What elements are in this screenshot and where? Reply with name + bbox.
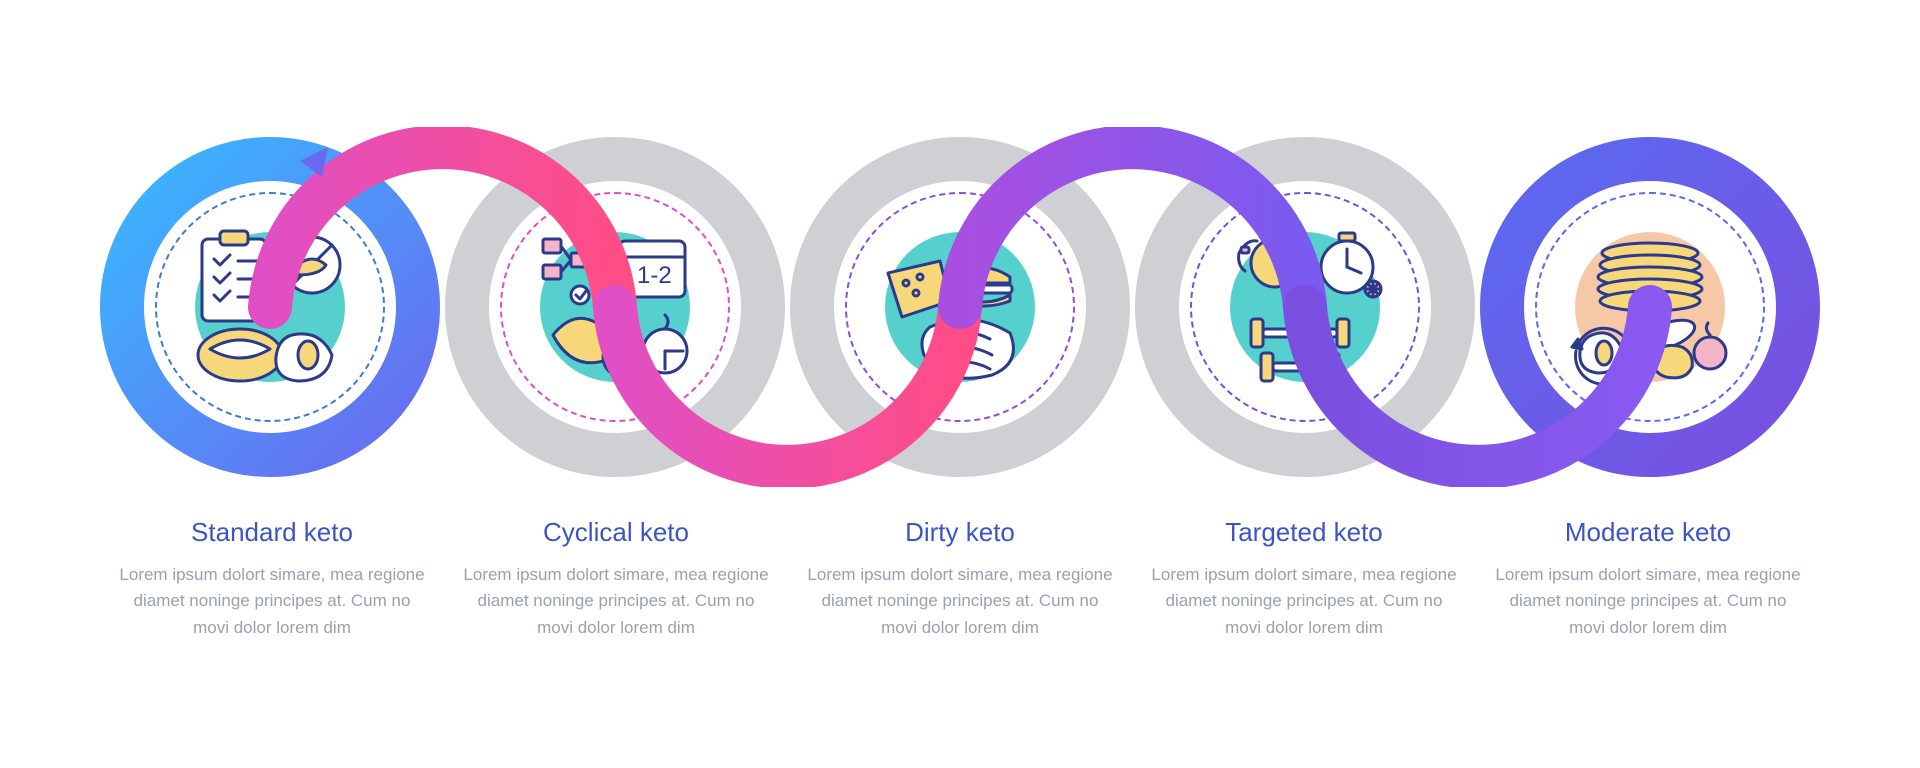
col-standard: Standard keto Lorem ipsum dolort simare,…	[100, 517, 444, 641]
pancakes-veg-icon	[1560, 217, 1740, 397]
title-standard: Standard keto	[118, 517, 426, 548]
burger-cheese-icon	[870, 217, 1050, 397]
inner-circle: 1-2	[500, 192, 730, 422]
ring-standard	[100, 137, 440, 477]
ring-dirty	[790, 137, 1130, 477]
clipboard-avocado-icon	[180, 217, 360, 397]
ring-cyclical: 1-2	[445, 137, 785, 477]
calendar-fruit-icon: 1-2	[525, 217, 705, 397]
body-cyclical: Lorem ipsum dolort simare, mea regione d…	[462, 562, 770, 641]
inner-circle	[1535, 192, 1765, 422]
body-moderate: Lorem ipsum dolort simare, mea regione d…	[1494, 562, 1802, 641]
inner-circle	[845, 192, 1075, 422]
labels-row: Standard keto Lorem ipsum dolort simare,…	[100, 517, 1820, 641]
col-moderate: Moderate keto Lorem ipsum dolort simare,…	[1476, 517, 1820, 641]
title-moderate: Moderate keto	[1494, 517, 1802, 548]
ring-moderate	[1480, 137, 1820, 477]
dumbbell-stopwatch-icon	[1215, 217, 1395, 397]
svg-text:1-2: 1-2	[637, 262, 672, 289]
col-targeted: Targeted keto Lorem ipsum dolort simare,…	[1132, 517, 1476, 641]
title-cyclical: Cyclical keto	[462, 517, 770, 548]
col-cyclical: Cyclical keto Lorem ipsum dolort simare,…	[444, 517, 788, 641]
body-targeted: Lorem ipsum dolort simare, mea regione d…	[1150, 562, 1458, 641]
body-standard: Lorem ipsum dolort simare, mea regione d…	[118, 562, 426, 641]
rings-row: 1-2	[100, 127, 1820, 487]
inner-circle	[155, 192, 385, 422]
body-dirty: Lorem ipsum dolort simare, mea regione d…	[806, 562, 1114, 641]
inner-circle	[1190, 192, 1420, 422]
col-dirty: Dirty keto Lorem ipsum dolort simare, me…	[788, 517, 1132, 641]
title-targeted: Targeted keto	[1150, 517, 1458, 548]
title-dirty: Dirty keto	[806, 517, 1114, 548]
infographic-wrap: 1-2	[100, 127, 1820, 641]
ring-targeted	[1135, 137, 1475, 477]
